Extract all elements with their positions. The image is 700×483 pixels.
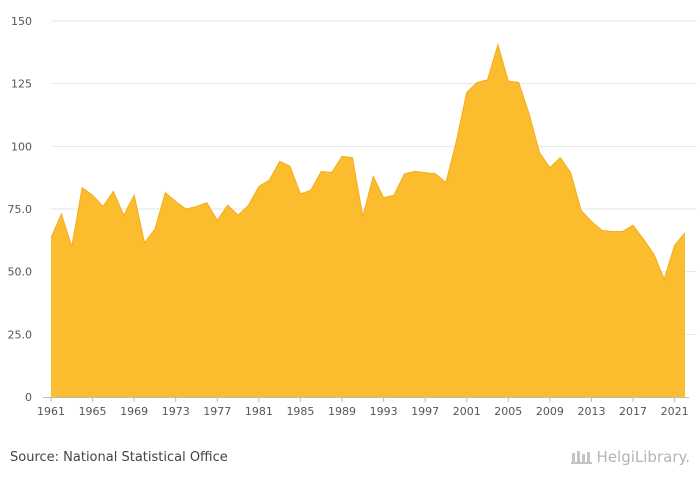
x-tick-label: 2021 (661, 405, 689, 418)
y-tick-label: 25.0 (8, 328, 33, 341)
x-tick-label: 1961 (37, 405, 65, 418)
x-tick-label: 2013 (577, 405, 605, 418)
y-tick-label: 125 (11, 78, 32, 91)
x-tick-label: 2009 (536, 405, 564, 418)
helgi-library-logo: HelgiLibrary. (570, 448, 690, 466)
y-axis-ticks: 0 25.0 50.0 75.0 100 125 150 (8, 15, 33, 404)
x-tick-label: 1973 (162, 405, 190, 418)
y-tick-label: 75.0 (8, 203, 33, 216)
x-tick-label: 2005 (494, 405, 522, 418)
x-tick-label: 1997 (411, 405, 439, 418)
series-line (50, 43, 686, 281)
x-tick-label: 1985 (286, 405, 314, 418)
x-tick-label: 1977 (203, 405, 231, 418)
y-tick-label: 0 (25, 391, 32, 404)
y-tick-label: 50.0 (8, 266, 33, 279)
series-area (51, 44, 685, 398)
x-tick-label: 2017 (619, 405, 647, 418)
y-tick-label: 100 (11, 140, 32, 153)
x-tick-label: 2001 (453, 405, 481, 418)
y-tick-label: 150 (11, 15, 32, 28)
x-tick-label: 1969 (120, 405, 148, 418)
x-tick-label: 1993 (370, 405, 398, 418)
x-tick-label: 1965 (79, 405, 107, 418)
logo-text: HelgiLibrary. (596, 448, 690, 466)
x-tick-label: 1981 (245, 405, 273, 418)
x-axis-ticks: 1961 1965 1969 1973 1977 1981 1985 1989 1993 1997… (37, 397, 689, 418)
library-logo-icon (570, 451, 592, 464)
source-note: Source: National Statistical Office (10, 450, 228, 465)
x-tick-label: 1989 (328, 405, 356, 418)
